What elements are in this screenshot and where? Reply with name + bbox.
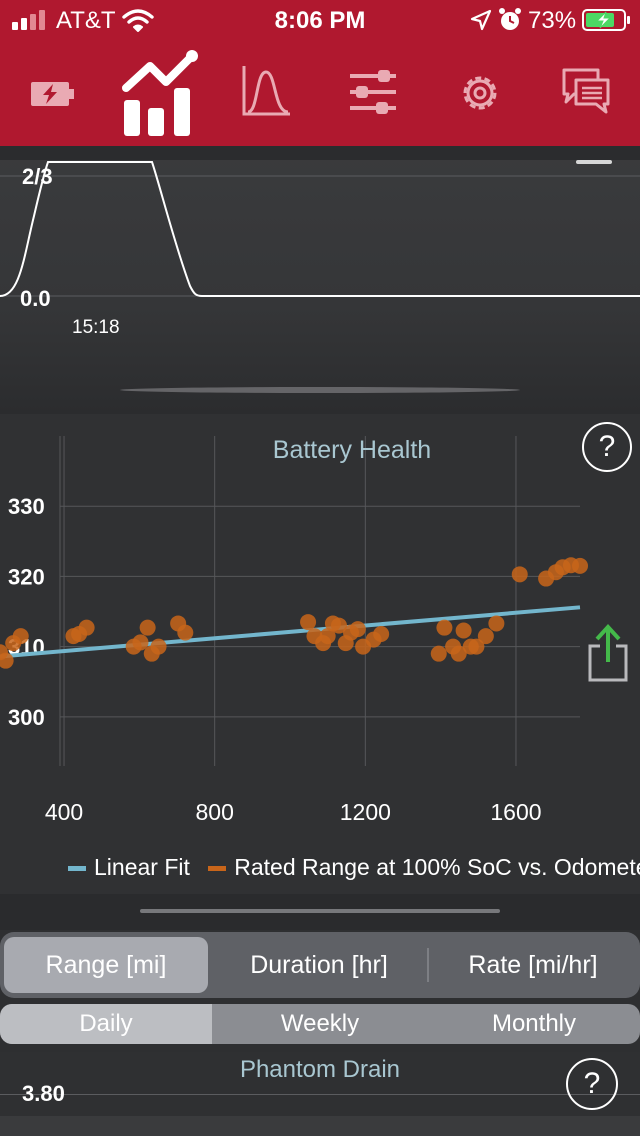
- chat-icon: [562, 68, 610, 114]
- battery-percent: 73%: [528, 7, 577, 34]
- data-point: [430, 645, 447, 662]
- legend-linear-fit: Linear Fit: [94, 854, 190, 880]
- data-point: [436, 619, 453, 636]
- legend: Linear Fit Rated Range at 100% SoC vs. O…: [68, 854, 640, 881]
- x-tick-label: 1600: [490, 799, 541, 825]
- chart-title: Battery Health: [272, 436, 432, 464]
- tab-distribution[interactable]: [240, 64, 292, 118]
- data-point: [477, 628, 494, 645]
- alarm-icon: [499, 8, 521, 30]
- wifi-icon: [122, 9, 154, 32]
- top-chart-canvas: [0, 146, 640, 393]
- top-chart-panel: 2/3 0.0 15:18: [0, 146, 640, 414]
- segment-daily[interactable]: Daily: [0, 1004, 212, 1044]
- y-tick-label: 300: [8, 705, 45, 730]
- segment-rate-label: Rate [mi/hr]: [468, 950, 598, 979]
- data-point: [12, 628, 29, 645]
- share-button[interactable]: [586, 624, 632, 684]
- segment-monthly[interactable]: Monthly: [428, 1004, 640, 1044]
- signal-icon: [12, 10, 45, 30]
- data-point: [511, 566, 528, 583]
- segment-range-label: Range [mi]: [45, 950, 167, 979]
- tab-battery[interactable]: [28, 78, 76, 110]
- data-point: [319, 628, 336, 645]
- y-tick-label: 320: [8, 564, 45, 589]
- segment-rate[interactable]: Rate [mi/hr]: [430, 937, 636, 993]
- location-arrow-icon: [470, 9, 492, 31]
- tab-settings[interactable]: [455, 68, 505, 118]
- gear-icon: [463, 76, 497, 110]
- tab-feedback[interactable]: [560, 66, 612, 116]
- top-x-label: 15:18: [72, 317, 120, 338]
- separator-line: [140, 909, 500, 913]
- sliders-icon: [350, 70, 396, 114]
- data-point: [349, 621, 366, 638]
- tab-trends[interactable]: [118, 48, 200, 138]
- help-icon: ?: [583, 1067, 601, 1100]
- x-tick-label: 400: [45, 799, 83, 825]
- battery-icon: [582, 9, 630, 31]
- data-point: [177, 624, 194, 641]
- phantom-drain-help-button[interactable]: ?: [566, 1058, 618, 1110]
- tab-settings-sliders[interactable]: [348, 68, 398, 116]
- data-point: [450, 645, 467, 662]
- period-segmented-control: Daily Weekly Monthly: [0, 1004, 640, 1044]
- linear-fit-line: [0, 605, 581, 659]
- top-y-label-upper: 2/3: [22, 164, 53, 189]
- distribution-icon: [242, 66, 290, 116]
- trend-chart-icon: [122, 50, 198, 136]
- data-point: [132, 634, 149, 651]
- data-point: [300, 614, 317, 631]
- legend-linear-fit-swatch: [68, 866, 86, 872]
- segment-duration-label: Duration [hr]: [250, 950, 388, 979]
- x-tick-label: 1200: [340, 799, 391, 825]
- data-point: [572, 557, 588, 574]
- toolbar: [0, 40, 640, 146]
- data-point: [330, 617, 347, 634]
- metric-segmented-control: Range [mi] Duration [hr] Rate [mi/hr]: [0, 932, 640, 998]
- segment-weekly-label: Weekly: [280, 1010, 360, 1037]
- data-point: [139, 619, 156, 636]
- clock: 8:06 PM: [274, 7, 366, 34]
- data-point: [78, 619, 95, 636]
- segment-range[interactable]: Range [mi]: [4, 937, 208, 993]
- phantom-drain-title: Phantom Drain: [239, 1056, 401, 1083]
- data-point: [150, 638, 167, 655]
- data-point: [455, 622, 472, 639]
- data-point: [468, 638, 485, 655]
- segment-daily-label: Daily: [79, 1010, 133, 1037]
- data-point: [0, 652, 14, 669]
- legend-rated-range: Rated Range at 100% SoC vs. Odometer: [234, 854, 640, 880]
- battery-health-panel: 300 310 320 330 400 800 1200 1600 Battery Healt…: [0, 414, 640, 894]
- data-point: [373, 626, 390, 642]
- phantom-drain-panel: Phantom Drain 3.80 ?: [0, 1052, 640, 1136]
- battery-charge-icon: [31, 82, 74, 106]
- share-icon: [588, 624, 628, 682]
- segment-duration[interactable]: Duration [hr]: [212, 937, 426, 993]
- y-tick-label: 330: [8, 494, 45, 519]
- x-tick-label: 800: [195, 799, 233, 825]
- phantom-drain-y-label: 3.80: [22, 1081, 65, 1106]
- phantom-drain-gridline: [0, 1094, 640, 1095]
- section-separator: [0, 894, 640, 930]
- top-y-label-lower: 0.0: [20, 286, 51, 311]
- status-bar: AT&T 8:06 PM 73%: [0, 0, 640, 40]
- segment-weekly[interactable]: Weekly: [214, 1004, 426, 1044]
- segment-divider: [427, 948, 429, 982]
- carrier-label: AT&T: [56, 7, 116, 34]
- legend-scatter-swatch: [208, 866, 227, 872]
- data-point: [488, 615, 505, 632]
- bottom-edge: [0, 1116, 640, 1136]
- segment-monthly-label: Monthly: [491, 1010, 577, 1037]
- help-icon: ?: [598, 430, 616, 463]
- help-button[interactable]: ?: [582, 422, 632, 472]
